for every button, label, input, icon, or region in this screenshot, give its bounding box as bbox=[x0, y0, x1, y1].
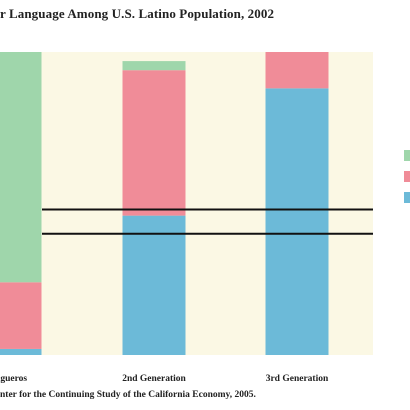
x-tick-label: 3rd Generation bbox=[266, 374, 329, 384]
legend-swatch bbox=[404, 192, 410, 203]
bar-segment-2-0 bbox=[265, 88, 329, 356]
source-note: nter for the Continuing Study of the Cal… bbox=[0, 390, 256, 400]
bar-segment-2-1 bbox=[265, 52, 329, 89]
x-tick-label: olgueros bbox=[0, 374, 27, 384]
legend-swatch bbox=[404, 171, 410, 182]
bar-segment-0-1 bbox=[0, 282, 42, 349]
x-tick-label: 2nd Generation bbox=[122, 374, 186, 384]
bar-segment-1-2 bbox=[122, 61, 186, 71]
legend-swatch bbox=[404, 150, 410, 161]
bar-segment-0-2 bbox=[0, 52, 42, 283]
bar-segment-1-0 bbox=[122, 215, 186, 355]
chart-title: r Language Among U.S. Latino Population,… bbox=[0, 6, 275, 21]
bar-segment-1-1 bbox=[122, 70, 186, 216]
bar-segment-0-0 bbox=[0, 348, 42, 355]
